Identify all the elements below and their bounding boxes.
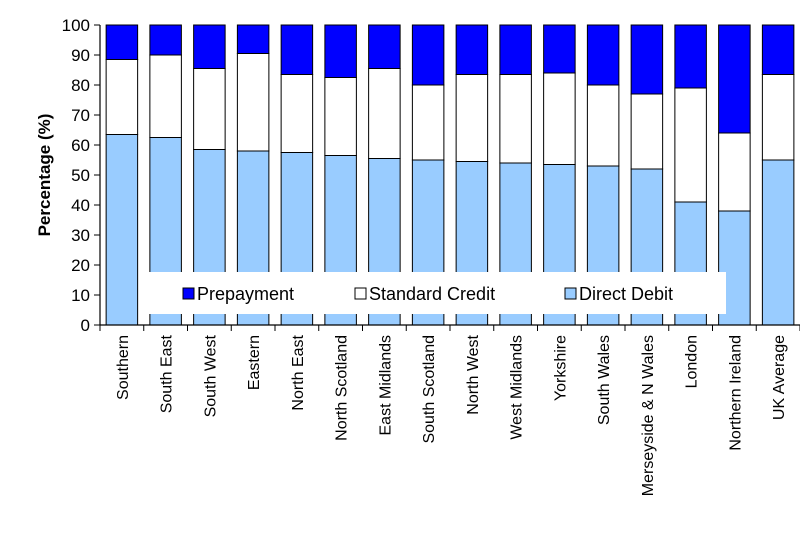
- y-tick-label: 80: [71, 76, 90, 95]
- x-category-label: South West: [202, 334, 219, 417]
- x-category-label: North West: [465, 334, 482, 414]
- bar-direct-debit: [105, 134, 139, 326]
- y-axis-title: Percentage (%): [35, 114, 54, 237]
- bar-prepayment: [105, 24, 139, 60]
- x-category-label: North Scotland: [334, 335, 351, 441]
- bar-prepayment: [586, 24, 620, 86]
- bar-standard-credit: [674, 87, 707, 203]
- legend-swatch-direct-debit: [564, 287, 577, 300]
- bar-prepayment: [761, 24, 795, 75]
- bar-standard-credit: [193, 68, 226, 150]
- bar-prepayment: [718, 24, 751, 134]
- bar-standard-credit: [280, 74, 314, 153]
- x-category-label: Northern Ireland: [727, 335, 744, 451]
- x-category-label: South Scotland: [421, 335, 438, 444]
- legend-label-direct-debit: Direct Debit: [579, 284, 673, 304]
- bar-prepayment: [455, 24, 489, 75]
- bar-prepayment: [236, 24, 270, 54]
- x-category-label: East Midlands: [377, 335, 394, 436]
- bar-prepayment: [368, 24, 401, 69]
- bar-prepayment: [149, 24, 182, 56]
- x-category-label: UK Average: [771, 335, 788, 420]
- bar-standard-credit: [236, 53, 270, 152]
- legend-label-standard-credit: Standard Credit: [369, 284, 495, 304]
- bar-standard-credit: [411, 84, 445, 161]
- y-tick-label: 60: [71, 136, 90, 155]
- bar-standard-credit: [149, 54, 182, 138]
- bar-standard-credit: [543, 72, 576, 165]
- y-tick-label: 30: [71, 226, 90, 245]
- y-tick-label: 50: [71, 166, 90, 185]
- x-category-label: Merseyside & N Wales: [640, 335, 657, 496]
- y-tick-label: 90: [71, 46, 90, 65]
- y-tick-label: 40: [71, 196, 90, 215]
- bar-standard-credit: [718, 132, 751, 212]
- y-tick-label: 100: [62, 16, 90, 35]
- x-category-label: North East: [290, 334, 307, 410]
- bar-prepayment: [280, 24, 314, 75]
- bar-direct-debit: [761, 159, 795, 326]
- x-category-label: Southern: [115, 335, 132, 400]
- bar-standard-credit: [499, 74, 532, 164]
- bar-prepayment: [499, 24, 532, 75]
- legend-box: [148, 272, 726, 314]
- bar-prepayment: [411, 24, 445, 86]
- y-tick-label: 70: [71, 106, 90, 125]
- legend-swatch-prepayment: [182, 287, 195, 300]
- bar-prepayment: [324, 24, 357, 78]
- bar-standard-credit: [761, 74, 795, 161]
- x-category-label: Yorkshire: [552, 335, 569, 401]
- bar-standard-credit: [324, 77, 357, 156]
- bar-prepayment: [543, 24, 576, 74]
- y-tick-label: 0: [81, 316, 90, 335]
- bar-prepayment: [193, 24, 226, 69]
- legend-label-prepayment: Prepayment: [197, 284, 294, 304]
- x-category-label: South East: [159, 334, 176, 413]
- x-category-label: West Midlands: [509, 335, 526, 440]
- bar-standard-credit: [105, 59, 139, 135]
- bar-standard-credit: [368, 68, 401, 159]
- x-category-label: South Wales: [596, 335, 613, 425]
- bar-prepayment: [630, 24, 664, 95]
- legend-swatch-standard-credit: [354, 287, 367, 300]
- y-tick-label: 20: [71, 256, 90, 275]
- legend: Prepayment Standard Credit Direct Debit: [148, 272, 726, 314]
- x-category-label: London: [684, 335, 701, 388]
- x-category-label: Eastern: [246, 335, 263, 390]
- bar-standard-credit: [630, 93, 664, 170]
- bar-standard-credit: [455, 74, 489, 162]
- bar-standard-credit: [586, 84, 620, 167]
- y-tick-label: 10: [71, 286, 90, 305]
- bar-prepayment: [674, 24, 707, 89]
